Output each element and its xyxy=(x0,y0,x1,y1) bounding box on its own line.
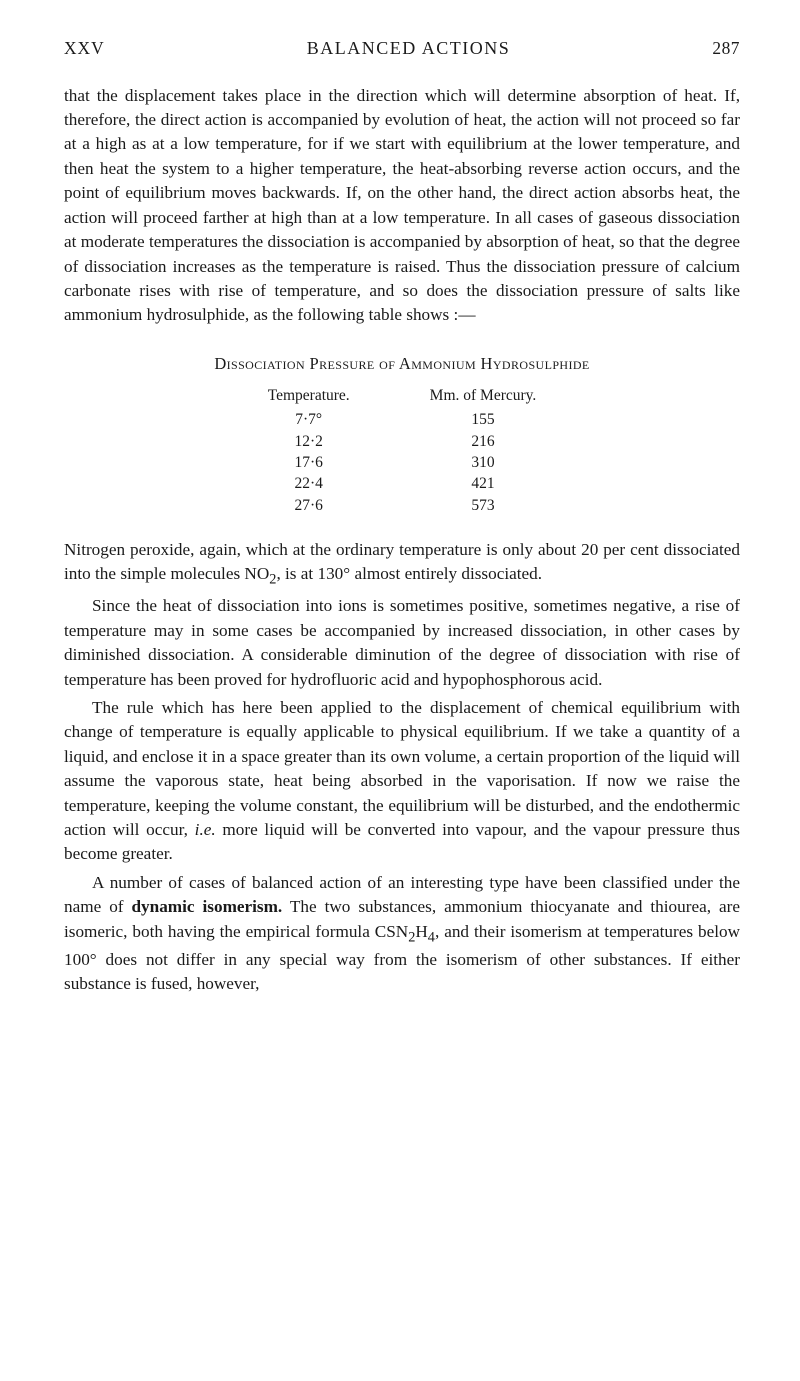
paragraph-4a: The rule which has here been applied to … xyxy=(64,698,740,839)
table-row: 27·6 xyxy=(268,495,350,516)
table-row: 17·6 xyxy=(268,452,350,473)
dissociation-table: Temperature. 7·7° 12·2 17·6 22·4 27·6 Mm… xyxy=(64,385,740,516)
page-title: BALANCED ACTIONS xyxy=(307,36,511,62)
paragraph-2: Nitrogen peroxide, again, which at the o… xyxy=(64,538,740,590)
paragraph-3: Since the heat of dissociation into ions… xyxy=(64,594,740,692)
table-row: 155 xyxy=(430,409,537,430)
chapter-number: XXV xyxy=(64,36,105,61)
paragraph-1: that the displacement takes place in the… xyxy=(64,84,740,328)
table-row: 310 xyxy=(430,452,537,473)
bold-dynamic-isomerism: dynamic isomerism. xyxy=(132,897,283,916)
paragraph-2b: , is at 130° almost entirely dissociated… xyxy=(276,564,542,583)
paragraph-5c: H xyxy=(415,922,427,941)
subscript-4: 4 xyxy=(428,929,435,945)
mercury-column: Mm. of Mercury. 155 216 310 421 573 xyxy=(430,385,537,516)
table-row: 421 xyxy=(430,473,537,494)
paragraph-4: The rule which has here been applied to … xyxy=(64,696,740,867)
paragraph-5: A number of cases of balanced action of … xyxy=(64,871,740,996)
table-title: Dissociation Pressure of Ammonium Hydros… xyxy=(64,352,740,375)
table-row: 22·4 xyxy=(268,473,350,494)
page-number: 287 xyxy=(712,36,740,61)
temperature-column: Temperature. 7·7° 12·2 17·6 22·4 27·6 xyxy=(268,385,350,516)
table-row: 216 xyxy=(430,431,537,452)
table-row: 7·7° xyxy=(268,409,350,430)
mercury-header: Mm. of Mercury. xyxy=(430,385,537,407)
table-row: 573 xyxy=(430,495,537,516)
temperature-header: Temperature. xyxy=(268,385,350,407)
page-header: XXV BALANCED ACTIONS 287 xyxy=(64,36,740,62)
italic-ie: i.e. xyxy=(195,820,216,839)
table-row: 12·2 xyxy=(268,431,350,452)
